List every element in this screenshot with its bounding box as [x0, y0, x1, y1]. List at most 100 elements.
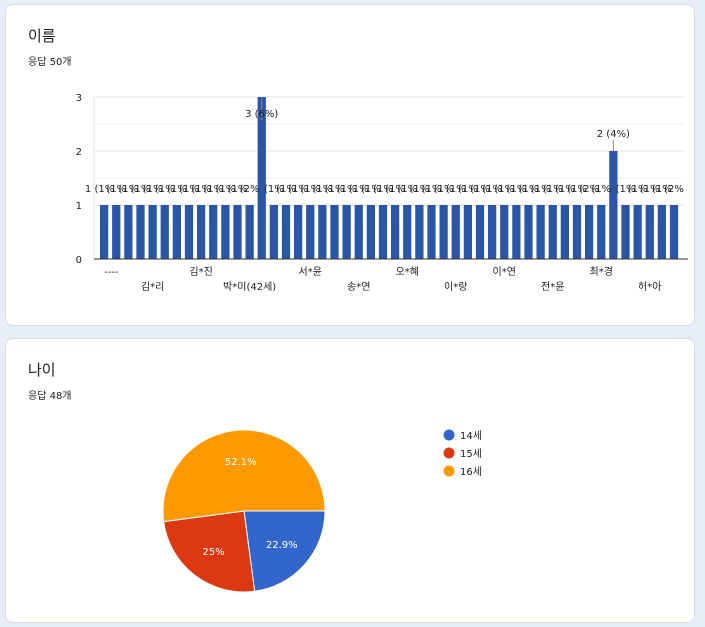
legend-label: 14세	[460, 430, 482, 442]
data-label: (1%	[567, 184, 587, 195]
bar	[669, 205, 679, 259]
bar	[100, 205, 109, 259]
bar	[560, 205, 569, 259]
x-tick-label: 허*아	[638, 281, 661, 293]
data-label: (1%	[409, 184, 429, 195]
x-tick-label: ----	[104, 267, 119, 278]
bar	[172, 205, 181, 259]
y-tick-label: 2	[76, 147, 82, 158]
bar	[378, 205, 388, 259]
data-label: 2 (4%)	[597, 129, 630, 140]
bar	[294, 205, 303, 259]
bar	[391, 205, 400, 259]
bar	[572, 205, 582, 259]
legend-swatch	[443, 447, 455, 459]
slice-label: 22.9%	[266, 540, 298, 551]
age-pie-chart: 22.9% 25% 52.1% 14세 15세 16세	[162, 429, 482, 593]
data-label: (1%	[628, 184, 648, 195]
response-count: 응답 50개	[28, 57, 72, 68]
x-tick-label: 김*리	[141, 281, 164, 293]
data-label: (2%	[664, 184, 684, 195]
x-tick-label: 전*윤	[541, 281, 564, 293]
x-tick-label: 김*진	[189, 266, 212, 278]
data-label: 3 (6%)	[245, 109, 278, 120]
response-count: 응답 48개	[28, 391, 72, 402]
data-label: (1%	[179, 184, 199, 195]
y-tick-label: 0	[76, 255, 82, 266]
age-question-card: 나이 응답 48개 22.9% 25% 52.1% 14세 15세 16세	[5, 338, 695, 623]
bar	[269, 205, 278, 259]
bar	[512, 205, 521, 259]
data-label: (1%	[519, 184, 539, 195]
bar	[536, 205, 545, 259]
data-label: (1%	[494, 184, 514, 195]
data-label: (1%	[458, 184, 478, 195]
data-label: (1%	[591, 184, 611, 195]
bar	[354, 205, 363, 259]
data-label: (1%	[203, 184, 223, 195]
bar	[148, 205, 157, 259]
bar	[124, 205, 133, 259]
x-tick-label: 송*연	[347, 281, 370, 293]
bar	[233, 205, 242, 259]
bar	[488, 205, 497, 259]
data-label: (1%	[191, 184, 211, 195]
bar	[136, 205, 145, 259]
slice-label: 52.1%	[225, 457, 257, 468]
legend-swatch	[443, 429, 455, 441]
data-label: (1%	[215, 184, 235, 195]
data-label: (1%	[446, 184, 466, 195]
bar	[633, 205, 642, 259]
bar	[439, 205, 448, 259]
bar	[281, 205, 291, 259]
bar	[427, 205, 436, 259]
x-tick-label: 박*미(42세)	[223, 281, 276, 293]
bar	[548, 205, 557, 259]
bar	[257, 97, 266, 259]
data-label: (1%	[361, 184, 381, 195]
y-tick-label: 3	[76, 93, 82, 104]
data-label: (1%	[228, 184, 248, 195]
bar	[403, 205, 412, 259]
bar	[500, 205, 509, 259]
data-label: (1%	[118, 184, 138, 195]
data-label: (1%	[531, 184, 551, 195]
data-label: 1 (1%	[85, 184, 114, 195]
data-label: (1%	[312, 184, 332, 195]
bar	[657, 205, 666, 259]
bar	[524, 205, 533, 259]
bar	[463, 205, 472, 259]
x-tick-label: 최*경	[590, 265, 613, 278]
data-label: (1%	[276, 184, 296, 195]
data-label: (1%	[555, 184, 575, 195]
y-tick-label: 1	[76, 201, 82, 212]
bar	[415, 205, 424, 259]
bar	[245, 205, 254, 259]
bar	[112, 205, 121, 259]
data-label: (1%	[434, 184, 454, 195]
bar	[184, 205, 194, 259]
data-label: (1%	[155, 184, 175, 195]
legend-swatch	[443, 465, 455, 477]
data-label: (1%	[349, 184, 369, 195]
data-label: (2%	[579, 184, 599, 195]
data-label: (1%	[167, 184, 187, 195]
data-label: (1%	[300, 184, 320, 195]
data-label: (1%	[337, 184, 357, 195]
x-tick-label: 이*랑	[444, 281, 467, 293]
data-label: (2%	[240, 184, 260, 195]
data-label: (1%	[106, 184, 126, 195]
pie-slice	[163, 510, 256, 593]
bar	[318, 205, 327, 259]
data-label: (1%	[288, 184, 308, 195]
data-label: (1%	[640, 184, 660, 195]
bar	[209, 205, 218, 259]
bar	[160, 205, 169, 259]
data-label: (1%	[470, 184, 490, 195]
bar	[197, 205, 206, 259]
bar	[475, 205, 485, 259]
bar	[621, 205, 630, 259]
x-tick-label: 이*연	[493, 266, 516, 278]
